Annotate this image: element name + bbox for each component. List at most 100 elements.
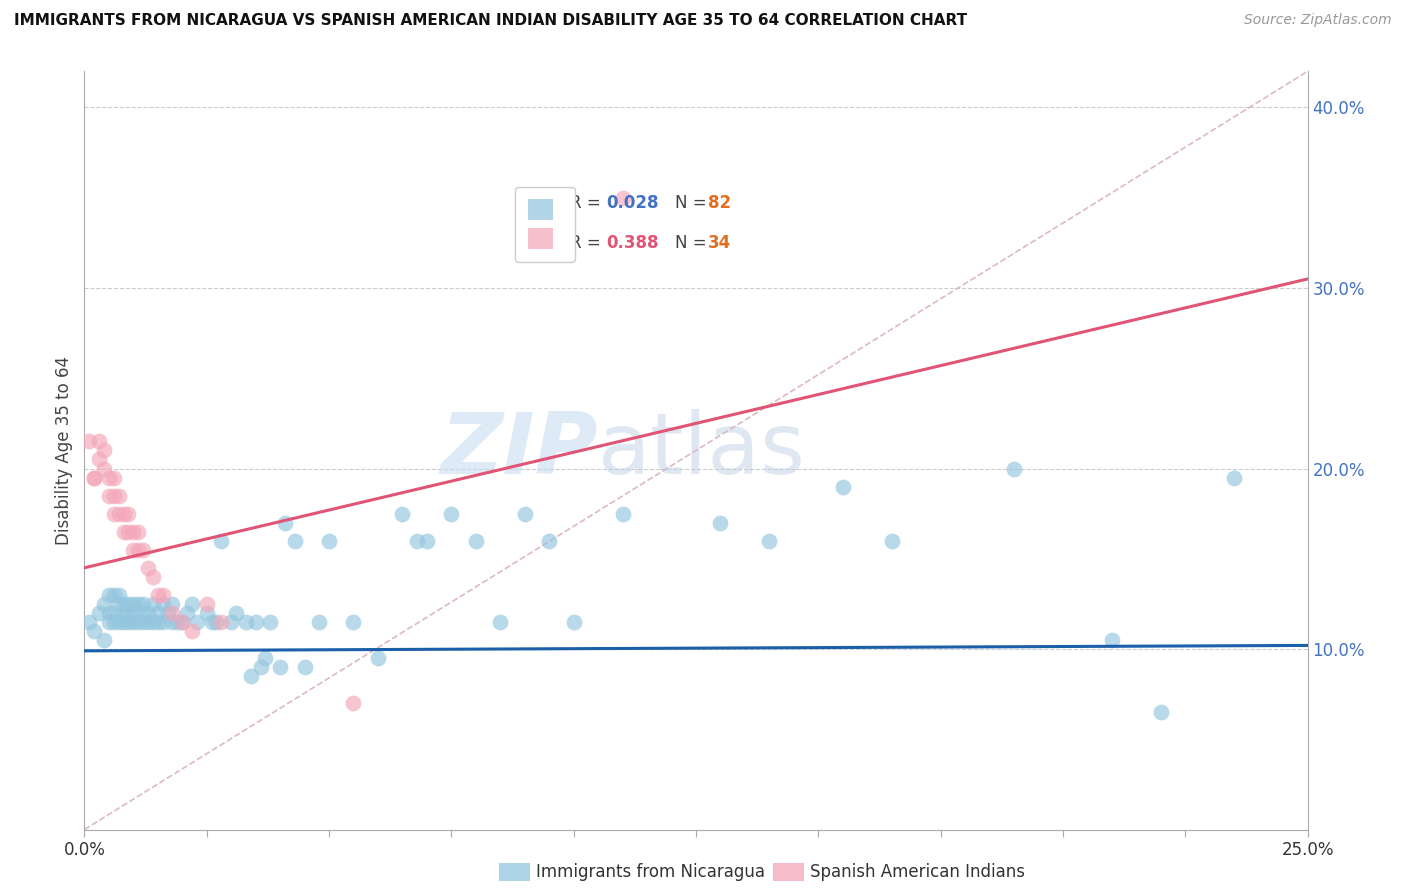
Point [107,489,129,503]
Y-axis label: Disability Age 35 to 64: Disability Age 35 to 64 [55,356,73,545]
Point [162,597,184,611]
Point [146,588,169,602]
Point [880,533,903,548]
Point [294,660,316,674]
Point [87,606,110,620]
Text: R =: R = [569,235,606,252]
Point [195,597,218,611]
Text: N =: N = [675,194,711,212]
Point [83,624,105,638]
Point [308,615,330,629]
Point [87,452,110,467]
Point [83,470,105,484]
Point [103,588,125,602]
Point [146,615,169,629]
Point [112,615,135,629]
Point [342,696,364,710]
Point [205,615,228,629]
Point [142,570,165,584]
Point [77,615,100,629]
Point [152,588,174,602]
Point [162,606,184,620]
Point [200,615,222,629]
Point [489,615,512,629]
Text: 0.388: 0.388 [606,235,659,252]
Point [117,507,139,521]
Point [122,524,145,539]
Text: 0.028: 0.028 [606,194,659,212]
Point [391,507,413,521]
Point [132,542,155,557]
Legend: , : , [516,186,575,261]
Point [259,615,281,629]
Point [146,606,169,620]
Point [112,524,135,539]
Point [97,606,120,620]
Point [245,615,267,629]
Point [186,615,208,629]
Point [831,479,853,493]
Text: Immigrants from Nicaragua: Immigrants from Nicaragua [536,863,765,881]
Point [103,470,125,484]
Point [181,624,204,638]
Point [219,615,242,629]
Point [97,489,120,503]
Point [538,533,561,548]
Point [464,533,486,548]
Text: 82: 82 [709,194,731,212]
Point [181,597,204,611]
Point [103,615,125,629]
Point [758,533,780,548]
Point [77,434,100,449]
Point [142,597,165,611]
Point [152,615,174,629]
Point [97,470,120,484]
Point [1002,461,1025,475]
Point [562,615,585,629]
Point [342,615,364,629]
Point [176,606,198,620]
Point [406,533,429,548]
Point [127,615,149,629]
Point [269,660,291,674]
Point [1223,470,1246,484]
Point [172,615,194,629]
Point [136,615,159,629]
Point [254,651,277,665]
Point [117,524,139,539]
Point [1101,633,1123,648]
Text: Spanish American Indians: Spanish American Indians [810,863,1025,881]
Point [274,516,297,530]
Text: IMMIGRANTS FROM NICARAGUA VS SPANISH AMERICAN INDIAN DISABILITY AGE 35 TO 64 COR: IMMIGRANTS FROM NICARAGUA VS SPANISH AME… [14,13,967,29]
Point [440,507,463,521]
Point [1150,705,1173,719]
Point [235,615,257,629]
Point [127,542,149,557]
Point [612,191,634,205]
Point [83,470,105,484]
Point [209,615,232,629]
Point [225,606,247,620]
Text: ZIP: ZIP [440,409,598,492]
Point [97,588,120,602]
Point [136,606,159,620]
Point [132,597,155,611]
Point [709,516,731,530]
Point [284,533,307,548]
Point [107,615,129,629]
Point [117,597,139,611]
Point [93,461,115,475]
Point [162,615,184,629]
Point [209,533,232,548]
Text: N =: N = [675,235,711,252]
Point [112,597,135,611]
Point [97,615,120,629]
Point [93,597,115,611]
Point [107,507,129,521]
Point [107,588,129,602]
Point [93,633,115,648]
Point [122,615,145,629]
Point [112,606,135,620]
Text: R =: R = [569,194,606,212]
Point [318,533,340,548]
